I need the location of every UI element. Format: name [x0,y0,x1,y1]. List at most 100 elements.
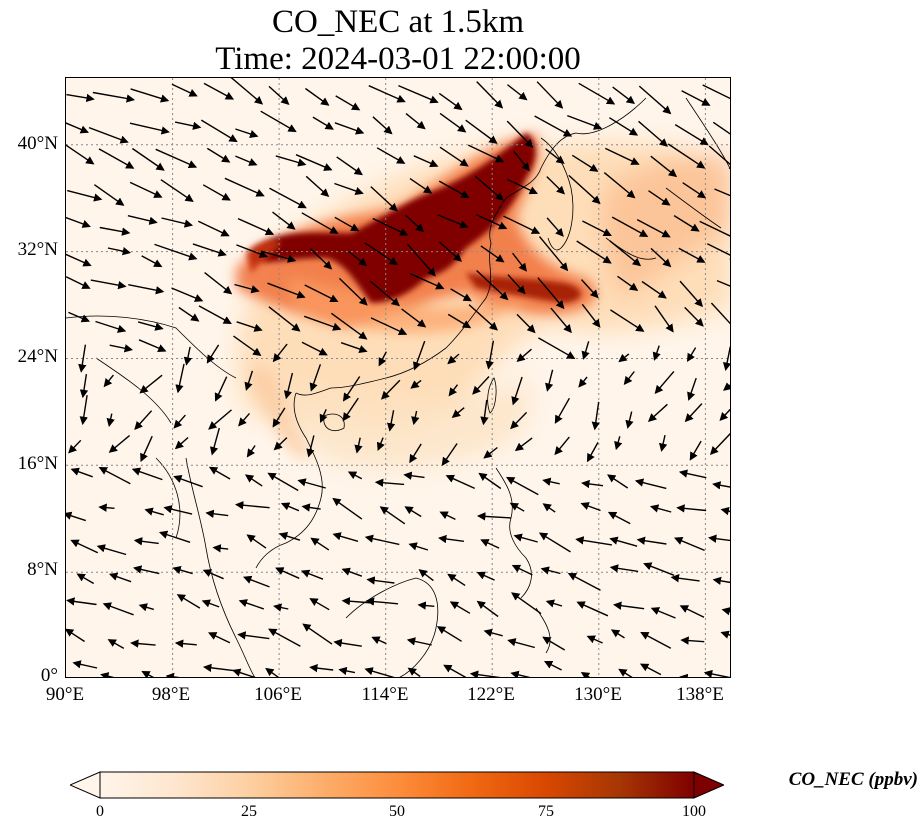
wind-arrow [449,601,471,614]
wind-arrow [347,471,363,480]
wind-arrow [140,435,153,463]
wind-arrow [679,673,689,677]
wind-arrow [163,505,193,515]
wind-arrow [603,172,636,199]
wind-arrow [609,240,642,267]
wind-arrow [689,440,702,461]
wind-arrow [309,364,322,392]
wind-arrow [171,83,198,97]
wind-arrow [234,283,260,294]
wind-arrow [302,623,333,645]
wind-arrow [260,110,297,133]
wind-arrow [273,437,288,451]
wind-arrow [309,598,330,611]
wind-arrow [567,114,603,130]
wind-arrow [617,275,639,292]
map-panel [65,77,731,678]
lon-label-114e: 114°E [361,684,409,705]
wind-arrow [505,476,539,496]
wind-arrow [618,353,630,363]
wind-arrow [439,112,467,133]
wind-arrow [204,272,233,295]
wind-arrow [108,434,131,453]
wind-arrow [98,503,115,512]
wind-arrow [334,182,364,195]
wind-arrow [613,601,645,610]
wind-arrow [568,174,601,205]
wind-arrow [238,599,265,610]
wind-arrow [507,274,526,295]
wind-arrow [480,539,500,549]
wind-arrow [380,379,401,400]
wind-arrow [301,503,321,512]
wind-arrow [722,346,730,371]
wind-arrow [200,119,238,143]
wind-arrow [372,116,393,135]
wind-arrow [408,542,429,551]
wind-arrow [580,502,601,512]
wind-arrow [364,667,395,677]
wind-arrow [582,220,612,237]
wind-vectors [66,78,730,677]
lat-label-24n: 24°N [17,346,58,367]
wind-arrow [447,573,466,586]
wind-arrow [107,639,125,650]
wind-arrow [192,243,227,257]
wind-arrow [109,344,133,353]
plume-core-dark [251,133,536,303]
wind-arrow [406,243,436,277]
wind-arrow [174,436,189,450]
wind-arrow [66,93,95,103]
wind-arrow [165,672,180,677]
wind-arrow [300,569,324,580]
wind-arrow [686,347,697,363]
wind-arrow [476,571,495,581]
lon-label-90e: 90°E [45,684,85,705]
wind-arrow [386,410,396,432]
wind-arrow [88,126,129,144]
wind-arrow [680,636,705,645]
philippines-coast [495,467,551,654]
wind-arrow [405,113,426,130]
wind-arrow [513,150,530,172]
vietnam-coast [255,392,323,569]
wind-arrow [654,305,674,333]
wind-arrow [468,304,498,331]
wind-arrow [131,467,163,481]
wind-arrow [137,321,164,331]
wind-arrow [507,638,535,649]
wind-arrow [401,308,427,328]
wind-arrow [447,313,472,329]
wind-arrow [66,144,95,165]
wind-arrow [283,372,294,400]
wind-arrow [576,240,612,264]
wind-arrow [545,148,565,164]
wind-arrow [475,213,508,230]
wind-arrow [679,605,705,618]
wind-arrow [708,145,730,171]
lat-label-32n: 32°N [17,239,58,260]
wind-arrow [712,576,730,585]
lon-label-106e: 106°E [254,684,302,705]
wind-arrow [649,504,672,513]
wind-arrow [133,565,160,575]
wind-arrow [676,504,707,513]
wind-arrow [208,409,232,430]
wind-arrow [198,220,230,237]
wind-arrow [208,466,231,480]
wind-arrow [236,244,269,258]
wind-arrow [310,537,330,551]
wind-arrow [575,536,613,546]
wind-arrow [154,243,198,261]
wind-arrow [478,472,502,490]
wind-arrow [141,255,163,268]
wind-arrow [66,597,97,606]
wind-arrow [237,631,270,640]
wind-arrow [534,115,573,137]
wind-arrow [634,478,667,490]
colorbar-min-extend [68,771,101,799]
wind-arrow [370,186,398,212]
wind-arrow [235,501,270,510]
wind-arrow [66,511,87,522]
wind-arrow [604,147,640,165]
